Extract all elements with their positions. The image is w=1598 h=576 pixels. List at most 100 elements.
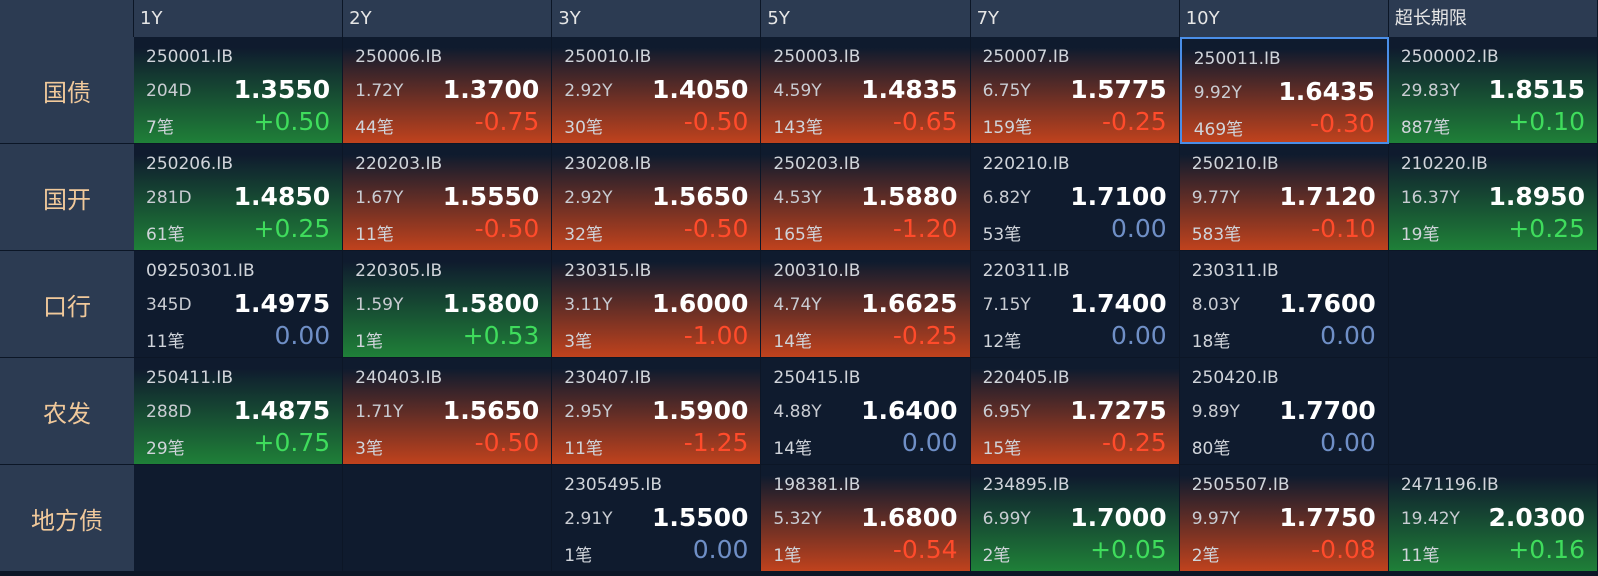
yield-change: +0.25 (1508, 214, 1585, 243)
quote-cell[interactable]: 250010.IB 2.92Y 1.4050 30笔 -0.50 (552, 37, 762, 144)
quote-cell[interactable]: 220311.IB 7.15Y 1.7400 12笔 0.00 (970, 251, 1180, 358)
yield-change: 0.00 (1320, 428, 1376, 457)
quote-cell[interactable]: 2305495.IB 2.91Y 1.5500 1笔 0.00 (552, 465, 762, 572)
quote-cell[interactable]: 198381.IB 5.32Y 1.6800 1笔 -0.54 (761, 465, 971, 572)
yield-change: -0.25 (892, 321, 958, 350)
bond-yield: 1.8950 (1488, 182, 1585, 211)
bond-term: 6.82Y (982, 188, 1031, 208)
bond-term: 345D (146, 295, 192, 315)
bond-code: 230311.IB (1191, 261, 1279, 281)
bond-yield: 2.0300 (1488, 503, 1585, 532)
quote-cell[interactable]: 250203.IB 4.53Y 1.5880 165笔 -1.20 (761, 144, 971, 251)
bond-yield: 1.3550 (233, 75, 331, 104)
bond-term: 1.71Y (355, 402, 404, 422)
bond-yield: 1.5650 (442, 396, 540, 425)
bond-term: 9.97Y (1191, 509, 1240, 529)
bond-yield: 1.6800 (861, 503, 958, 532)
yield-change: -0.10 (1311, 214, 1376, 243)
bond-code: 230407.IB (564, 368, 652, 388)
bond-yield: 1.7400 (1070, 289, 1167, 318)
row-label: 国债 (0, 37, 134, 144)
column-header: 超长期限 (1388, 0, 1598, 37)
bond-term: 19.42Y (1400, 509, 1460, 529)
yield-change: 0.00 (901, 428, 958, 457)
bond-term: 2.92Y (564, 81, 613, 101)
yield-change: -0.25 (1102, 428, 1167, 457)
trade-count: 2笔 (1191, 546, 1220, 566)
yield-change: -0.65 (892, 107, 958, 136)
quote-cell[interactable]: 220210.IB 6.82Y 1.7100 53笔 0.00 (970, 144, 1180, 251)
quote-cell[interactable]: 230208.IB 2.92Y 1.5650 32笔 -0.50 (552, 144, 762, 251)
quote-cell[interactable]: 250003.IB 4.59Y 1.4835 143笔 -0.65 (761, 37, 971, 144)
bond-term: 1.67Y (355, 188, 404, 208)
quote-cell[interactable]: 210220.IB 16.37Y 1.8950 19笔 +0.25 (1388, 144, 1598, 251)
bond-code: 2471196.IB (1400, 475, 1499, 495)
bond-term: 4.53Y (773, 188, 822, 208)
bond-code: 250420.IB (1191, 368, 1279, 388)
column-header: 10Y (1179, 0, 1389, 37)
yield-change: +0.25 (253, 214, 331, 243)
quote-cell[interactable]: 220405.IB 6.95Y 1.7275 15笔 -0.25 (970, 358, 1180, 465)
bond-yield: 1.6435 (1278, 77, 1375, 106)
yield-change: +0.16 (1508, 535, 1585, 564)
bond-yield: 1.4875 (233, 396, 331, 425)
quote-cell[interactable]: 200310.IB 4.74Y 1.6625 14笔 -0.25 (761, 251, 971, 358)
bond-code: 250006.IB (355, 47, 443, 67)
trade-count: 32笔 (564, 225, 603, 245)
quote-cell[interactable]: 250011.IB 9.92Y 1.6435 469笔 -0.30 (1179, 37, 1389, 144)
bond-yield: 1.5775 (1070, 75, 1167, 104)
quote-cell[interactable]: 250415.IB 4.88Y 1.6400 14笔 0.00 (761, 358, 971, 465)
quote-cell[interactable]: 230311.IB 8.03Y 1.7600 18笔 0.00 (1179, 251, 1389, 358)
quote-cell[interactable]: 220305.IB 1.59Y 1.5800 1笔 +0.53 (343, 251, 553, 358)
bond-yield: 1.5550 (442, 182, 540, 211)
trade-count: 15笔 (982, 439, 1022, 459)
quote-cell[interactable]: 09250301.IB 345D 1.4975 11笔 0.00 (134, 251, 344, 358)
bond-term: 1.72Y (355, 81, 404, 101)
quote-cell[interactable]: 234895.IB 6.99Y 1.7000 2笔 +0.05 (970, 465, 1180, 572)
trade-count: 887笔 (1400, 118, 1451, 138)
bond-term: 8.03Y (1191, 295, 1240, 315)
bond-term: 9.92Y (1193, 83, 1242, 103)
trade-count: 11笔 (564, 439, 603, 459)
quote-cell[interactable]: 240403.IB 1.71Y 1.5650 3笔 -0.50 (343, 358, 553, 465)
quote-cell[interactable]: 230315.IB 3.11Y 1.6000 3笔 -1.00 (552, 251, 762, 358)
bond-yield: 1.7120 (1279, 182, 1376, 211)
quote-cell[interactable]: 2505507.IB 9.97Y 1.7750 2笔 -0.08 (1179, 465, 1389, 572)
yield-change: +0.50 (253, 107, 331, 136)
bond-code: 220405.IB (982, 368, 1070, 388)
trade-count: 14笔 (773, 439, 813, 459)
bond-code: 2305495.IB (564, 475, 663, 495)
quote-cell[interactable]: 2500002.IB 29.83Y 1.8515 887笔 +0.10 (1388, 37, 1598, 144)
bond-yield: 1.4850 (233, 182, 331, 211)
yield-change: -0.75 (474, 107, 540, 136)
trade-count: 1笔 (773, 546, 802, 566)
quote-cell[interactable]: 250210.IB 9.77Y 1.7120 583笔 -0.10 (1179, 144, 1389, 251)
bond-code: 234895.IB (982, 475, 1070, 495)
quote-cell[interactable]: 250411.IB 288D 1.4875 29笔 +0.75 (134, 358, 344, 465)
trade-count: 2笔 (982, 546, 1011, 566)
trade-count: 1笔 (355, 332, 383, 352)
quote-cell[interactable]: 250420.IB 9.89Y 1.7700 80笔 0.00 (1179, 358, 1389, 465)
bond-term: 5.32Y (773, 509, 822, 529)
quote-cell[interactable]: 250006.IB 1.72Y 1.3700 44笔 -0.75 (343, 37, 553, 144)
bond-yield: 1.6400 (861, 396, 958, 425)
trade-count: 3笔 (355, 439, 383, 459)
trade-count: 53笔 (982, 225, 1022, 245)
quote-cell[interactable]: 250001.IB 204D 1.3550 7笔 +0.50 (134, 37, 344, 144)
quote-cell[interactable]: 250206.IB 281D 1.4850 61笔 +0.25 (134, 144, 344, 251)
quote-cell[interactable]: 230407.IB 2.95Y 1.5900 11笔 -1.25 (552, 358, 762, 465)
bond-term: 6.95Y (982, 402, 1031, 422)
bond-code: 240403.IB (355, 368, 443, 388)
bond-yield: 1.5880 (861, 182, 958, 211)
bond-code: 230208.IB (564, 154, 652, 174)
row-label: 国开 (0, 144, 134, 251)
yield-change: 0.00 (1111, 214, 1167, 243)
quote-cell[interactable]: 220203.IB 1.67Y 1.5550 11笔 -0.50 (343, 144, 553, 251)
bond-term: 2.91Y (564, 509, 613, 529)
yield-change: -0.54 (892, 535, 958, 564)
bond-yield: 1.5650 (651, 182, 749, 211)
quote-cell[interactable]: 2471196.IB 19.42Y 2.0300 11笔 +0.16 (1388, 465, 1598, 572)
quote-cell[interactable]: 250007.IB 6.75Y 1.5775 159笔 -0.25 (970, 37, 1180, 144)
empty-cell (1388, 358, 1598, 465)
